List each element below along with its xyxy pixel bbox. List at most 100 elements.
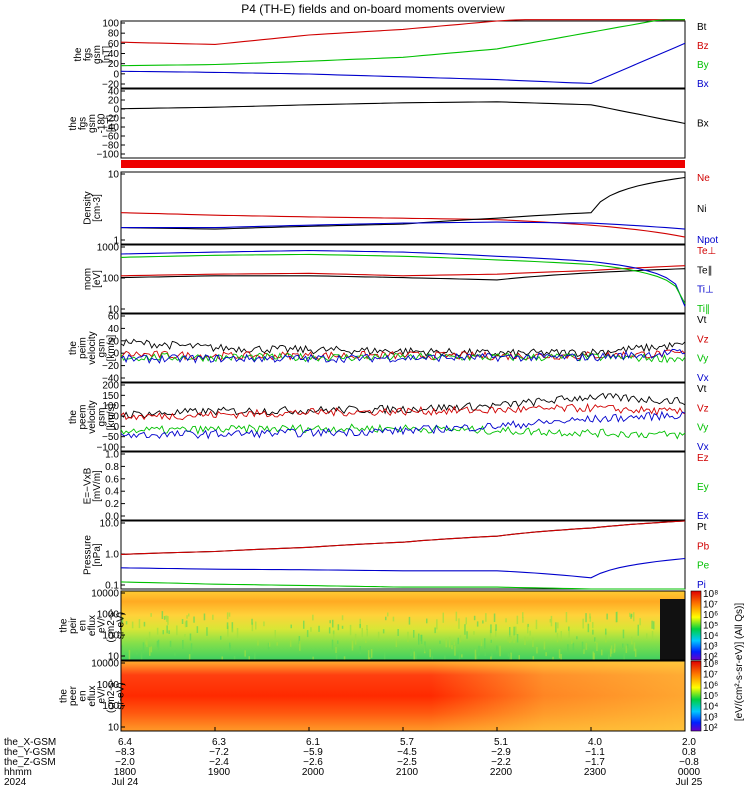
spec-speckle (622, 643, 624, 648)
xaxis-cell: −2.4 (209, 757, 229, 768)
colorbar-tick: 10⁷ (703, 670, 718, 681)
spec-speckle (418, 633, 420, 645)
spec-speckle (461, 654, 463, 658)
spec-speckle (196, 626, 199, 633)
spec-speckle (509, 634, 511, 643)
ytick-label: 1000 (97, 610, 120, 621)
spec-speckle (148, 631, 151, 640)
spec-speckle (226, 612, 229, 620)
spec-speckle (601, 649, 603, 656)
spec-speckle (536, 646, 538, 654)
spec-speckle (185, 620, 188, 627)
ytick-label: 1000 (97, 680, 120, 691)
ytick-label: 40 (108, 87, 120, 98)
spec-speckle (568, 626, 570, 638)
spec-speckle (550, 615, 553, 627)
colorbar-tick: 10⁴ (703, 631, 718, 642)
panel-peer-spec: 10000 1000 100 10 thepeerenefluxeV/(cm2-s-sr… (59, 659, 686, 734)
xaxis-cell: 6.3 (212, 737, 226, 748)
spec-speckle (333, 630, 335, 640)
spec-speckle (535, 619, 538, 630)
spec-speckle (229, 642, 231, 648)
ytick-label: 80 (108, 29, 120, 40)
spec-speckle (138, 619, 141, 629)
xaxis-cell: 2200 (490, 767, 513, 778)
xaxis-cell: 2000 (302, 767, 325, 778)
colorbar-tick: 10⁶ (703, 610, 718, 621)
spec-speckle (532, 637, 534, 647)
spec-speckle (163, 616, 166, 620)
peer-spec-fade (121, 661, 685, 731)
spec-speckle (633, 612, 635, 622)
series-Vt (120, 392, 686, 419)
spec-speckle (150, 646, 153, 653)
spec-speckle (490, 624, 492, 634)
spec-speckle (128, 649, 131, 661)
series-Pb (120, 520, 686, 555)
ytick-label: 40 (108, 324, 120, 335)
legend-Ti⊥: Ti⊥ (697, 285, 714, 296)
ytick-label: 20 (108, 96, 120, 107)
series-Bx (120, 42, 686, 85)
spec-speckle (495, 624, 497, 631)
ylabel-line: gsm (92, 45, 103, 64)
spec-speckle (585, 642, 588, 650)
ytick-label: 1000 (97, 243, 120, 254)
xaxis-cell: 6.4 (118, 737, 132, 748)
xaxis-cell: −2.6 (303, 757, 323, 768)
spec-speckle (255, 621, 257, 630)
series-Vz (120, 402, 686, 421)
series-Vy (120, 423, 686, 440)
spec-speckle (524, 636, 526, 645)
ylabel-line: sr-eV) (116, 682, 127, 709)
ytick-label: −20 (102, 80, 119, 91)
ylabel-line: sr-eV) (116, 612, 127, 639)
spec-speckle (337, 624, 340, 631)
spec-speckle (328, 627, 331, 634)
ytick-label: 0 (113, 422, 119, 433)
spec-speckle (442, 612, 444, 623)
xaxis-cell: 0.8 (682, 747, 696, 758)
spec-speckle (513, 626, 515, 636)
spec-speckle (392, 616, 395, 622)
ytick-label: 10000 (91, 659, 119, 670)
xaxis-cell: −4.5 (397, 747, 417, 758)
spec-speckle (146, 637, 148, 647)
ylabel-line: [nT] (106, 115, 117, 132)
spec-speckle (332, 619, 334, 628)
spec-speckle (188, 654, 191, 663)
colorbar-gradient (690, 660, 702, 732)
series-By (120, 19, 685, 67)
spec-speckle (615, 612, 618, 623)
ytick-label: 0 (113, 69, 119, 80)
series-Pe (120, 581, 685, 590)
peem-velocity-series (120, 392, 686, 440)
legend-Bt: Bt (697, 22, 707, 33)
xaxis-cell: 2100 (396, 767, 419, 778)
spec-speckle (623, 651, 625, 663)
spec-speckle (290, 624, 292, 629)
panel-mode-bar (121, 160, 685, 168)
xaxis-cell: 2.0 (682, 737, 696, 748)
spec-speckle (596, 642, 598, 651)
ytick-label: 0 (113, 349, 119, 360)
spec-speckle (476, 621, 479, 627)
series-Ti∥ (120, 253, 686, 304)
ylabel-line: [mV/m] (92, 470, 103, 502)
spec-speckle (128, 637, 131, 641)
spec-speckle (522, 612, 524, 618)
spec-speckle (473, 631, 475, 635)
spec-speckle (583, 649, 585, 654)
spec-speckle (513, 635, 515, 644)
ytick-label: 100 (102, 701, 119, 712)
ytick-label: 1 (113, 236, 119, 247)
legend-Ti∥: Ti∥ (697, 304, 710, 315)
spec-speckle (312, 614, 314, 621)
fgs-gsm-series (120, 19, 686, 85)
spec-speckle (592, 651, 595, 663)
spec-speckle (341, 625, 344, 629)
spec-speckle (359, 618, 361, 628)
